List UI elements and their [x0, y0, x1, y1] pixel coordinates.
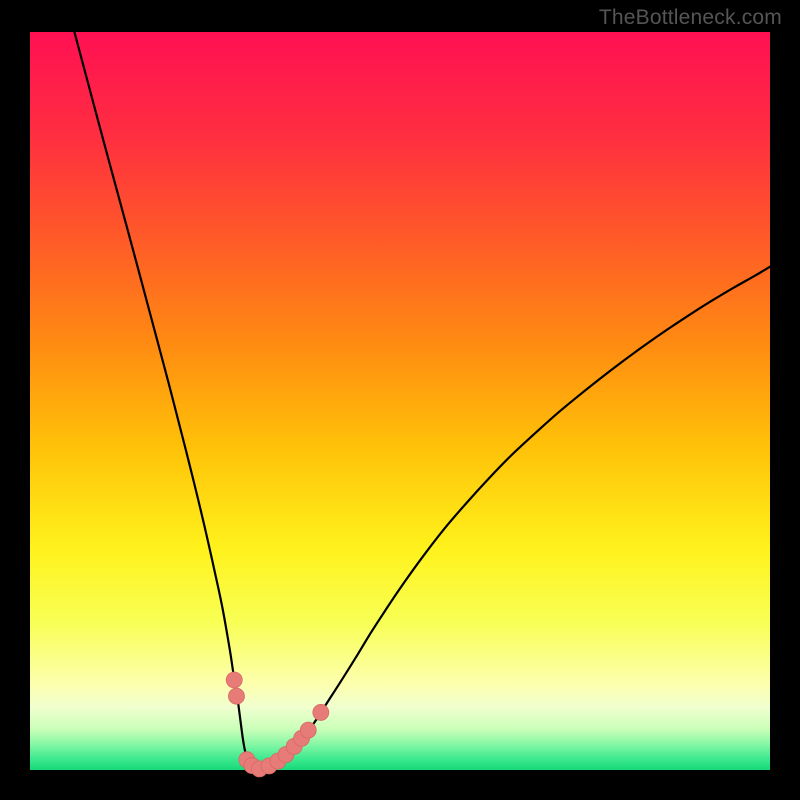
- gradient-background: [30, 32, 770, 770]
- chart-frame: TheBottleneck.com: [0, 0, 800, 800]
- bottleneck-curve-chart: [0, 0, 800, 800]
- data-marker: [300, 722, 316, 738]
- data-marker: [226, 672, 242, 688]
- data-marker: [313, 704, 329, 720]
- watermark-text: TheBottleneck.com: [599, 6, 782, 30]
- data-marker: [228, 688, 244, 704]
